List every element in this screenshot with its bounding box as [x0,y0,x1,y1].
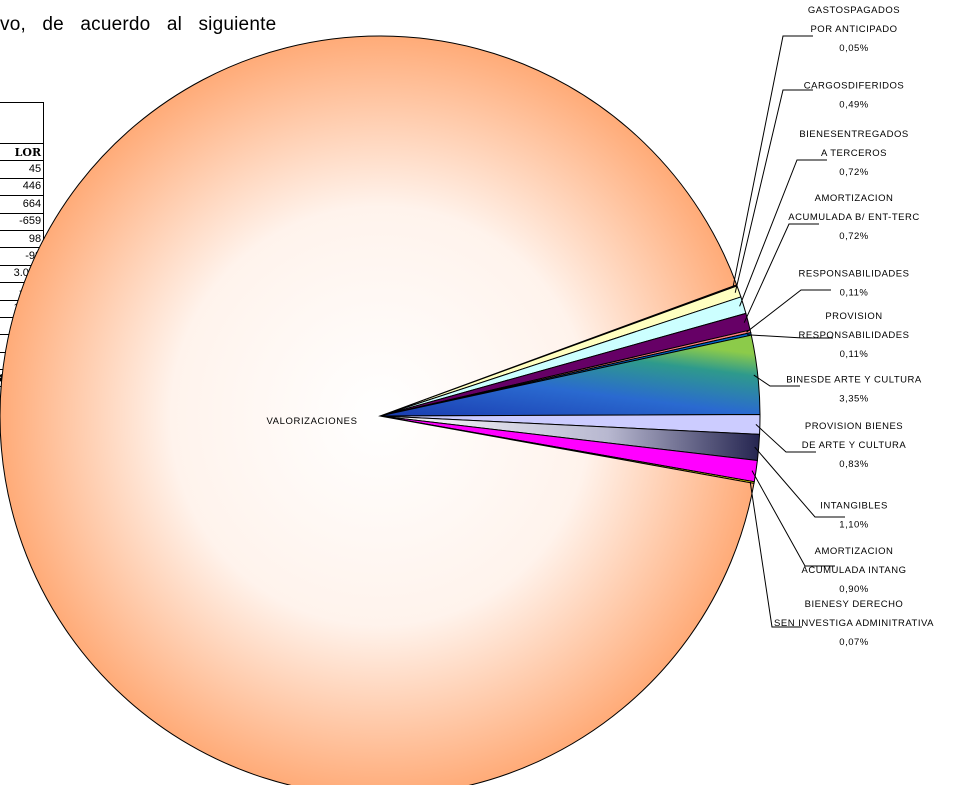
slice-percent-label: 0,83% [839,459,868,470]
slice-label: RESPONSABILIDADES [799,330,910,341]
leader-line [734,89,813,293]
slice-label: INTANGIBLES [820,501,888,512]
leader-line [746,289,831,333]
table-value-cell: 664 [0,195,45,214]
body-text-line: vo, de acuerdo al siguiente [0,14,277,35]
table-blank-cell [0,102,45,144]
leader-line [751,470,835,567]
slice-label: AMORTIZACION [815,193,894,204]
slice-percent-label: 0,72% [839,231,868,242]
pie-slice [0,35,755,785]
slice-label: PROVISION [825,311,882,322]
slice-percent-label: 0,90% [839,584,868,595]
slice-percent-label: 0,05% [839,43,868,54]
slice-label: PROVISION BIENES [805,421,903,432]
slice-percent-label: 0,49% [839,100,868,111]
slice-label: A TERCEROS [821,148,887,159]
leader-line [732,35,813,287]
leader-line [739,159,827,307]
slice-percent-label: 0,72% [839,167,868,178]
slice-percent-label: 3,35% [839,394,868,405]
leader-line [749,481,802,628]
slice-label: BIENESENTREGADOS [799,129,908,140]
slice-label: ACUMULADA INTANG [802,565,907,576]
slice-label: ACUMULADA B/ ENT-TERC [788,212,919,223]
leader-line [743,223,819,323]
slice-label: SEN INVESTIGA ADMINITRATIVA [774,618,934,629]
leader-line [755,424,816,453]
slice-percent-label: 0,11% [840,349,869,360]
leader-line [747,334,833,339]
slice-label: BIENESY DERECHO [805,599,904,610]
leader-line [753,374,800,387]
slice-label: VALORIZACIONES [266,416,357,427]
slice-label: RESPONSABILIDADES [799,269,910,280]
slice-label: CARGOSDIFERIDOS [804,81,904,92]
slice-percent-label: 1,10% [839,520,868,531]
leader-line [754,446,845,518]
slice-label: AMORTIZACION [815,546,894,557]
slice-label: POR ANTICIPADO [810,24,897,35]
slice-label: BINESDE ARTE Y CULTURA [786,375,922,386]
slice-label: DE ARTE Y CULTURA [802,440,907,451]
slice-percent-label: 0,07% [839,637,868,648]
slice-label: GASTOSPAGADOS [808,5,900,16]
slice-percent-label: 0,11% [840,288,869,299]
